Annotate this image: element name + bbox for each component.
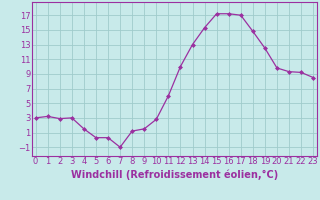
X-axis label: Windchill (Refroidissement éolien,°C): Windchill (Refroidissement éolien,°C) (71, 169, 278, 180)
